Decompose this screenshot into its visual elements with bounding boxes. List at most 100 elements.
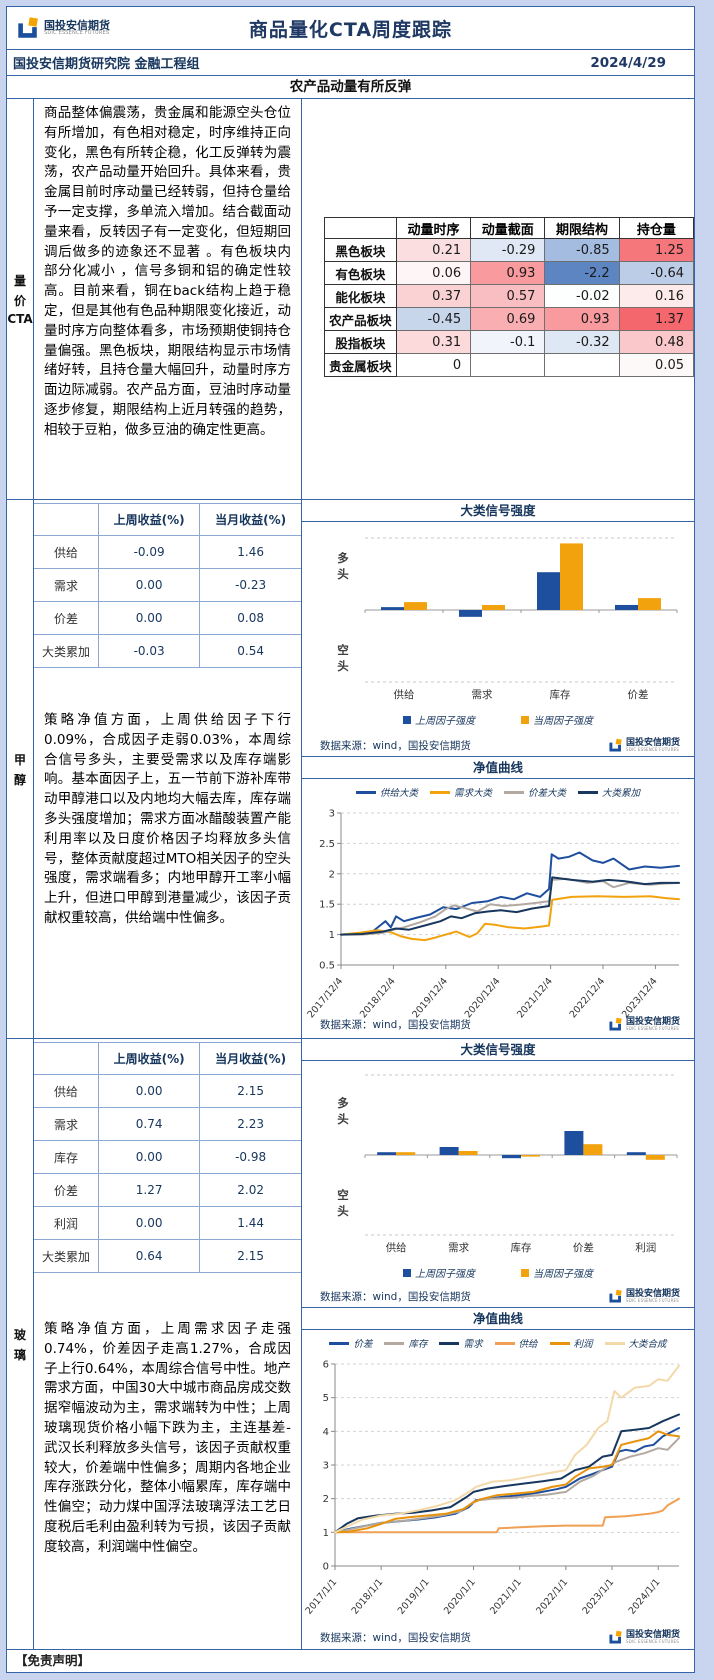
- glass-chart-cell: 大类信号强度 多头空头供给 需求 库存 价差 利润 上周因子强度 当周因子强度 数据来源：…: [302, 1039, 694, 1649]
- heat-table-row: 能化板块 0.37 0.57 -0.02 0.16: [324, 284, 694, 308]
- line-chart-canvas: 0.5 1 1.5 2 2.5 3 2017/12/4 2018/12/4 2019/12/4 2…: [302, 805, 694, 1019]
- svg-text:2021/12/4: 2021/12/4: [515, 976, 555, 1019]
- company-name-en: SDIC ESSENCE FUTURES: [625, 1026, 680, 1032]
- bar: [638, 598, 661, 610]
- svg-text:2023/12/4: 2023/12/4: [620, 976, 660, 1019]
- legend-item: 当周因子强度: [521, 1265, 593, 1280]
- heat-cell: -0.45: [395, 307, 472, 331]
- factor-value: 0.64: [97, 1239, 201, 1273]
- methanol-signal-strength-chart: 多头空头供给 需求 库存 价差 上周因子强度 当周因子强度 数据来源：wind，国投安信…: [302, 522, 694, 756]
- company-logo-text: 国投安信期货 SDIC ESSENCE FUTURES: [626, 1630, 680, 1645]
- factor-table-row: 需求 0.00 -0.23: [34, 568, 301, 602]
- legend-item: 当周因子强度: [521, 712, 593, 727]
- legend-label: 价差: [353, 1339, 373, 1350]
- svg-text:3: 3: [329, 809, 335, 820]
- series-line: [334, 1364, 680, 1534]
- bar: [439, 1147, 459, 1155]
- legend-swatch-icon: [403, 715, 411, 724]
- company-name-cn: 国投安信期货: [625, 1288, 680, 1299]
- company-logo-icon: [18, 17, 38, 38]
- factor-table-row: 价差 0.00 0.08: [34, 601, 301, 635]
- factor-label: 利润: [34, 1206, 99, 1240]
- heat-table-header: 动量截面: [470, 217, 546, 239]
- data-source-label: 数据来源：wind，国投安信期货: [320, 740, 471, 752]
- factor-label: 大类累加: [34, 634, 99, 668]
- series-line: [334, 1437, 680, 1534]
- svg-text:库存: 库存: [511, 1241, 532, 1254]
- factor-table-row: 供给 -0.09 1.46: [34, 535, 301, 569]
- section-label-char: CTA: [7, 312, 33, 326]
- factor-value: 0.08: [199, 601, 301, 635]
- svg-text:2023/1/1: 2023/1/1: [580, 1577, 616, 1617]
- heat-table: 动量时序 动量截面 期限结构 持仓量 黑色板块 0.21 -0.29 -0.85 1.25 有色板…: [324, 217, 694, 377]
- legend-line-icon: [604, 1341, 625, 1345]
- factor-value: 2.15: [199, 1074, 301, 1108]
- factor-label: 价差: [34, 1173, 99, 1207]
- factor-value: 0.00: [97, 1206, 201, 1240]
- heat-cell: -0.64: [618, 261, 694, 285]
- factor-label: 需求: [34, 568, 99, 602]
- bar: [377, 1152, 397, 1155]
- legend-item: 价差大类: [504, 785, 566, 799]
- heat-cell: 0.57: [470, 284, 546, 308]
- company-logo-icon: [609, 1289, 622, 1303]
- heat-cell: -2.2: [544, 261, 620, 285]
- legend-item: 上周因子强度: [403, 712, 475, 727]
- legend-line-icon: [355, 790, 376, 794]
- company-logo: 国投安信期货 SDIC ESSENCE FUTURES: [7, 16, 110, 40]
- bar-chart-canvas: 多头空头供给 需求 库存 价差: [302, 528, 694, 712]
- factor-table-header: [34, 503, 99, 536]
- sector-label: 黑色板块: [324, 238, 397, 262]
- factor-value: 0.00: [97, 568, 201, 602]
- factor-value: -0.98: [199, 1140, 301, 1174]
- company-logo-icon: [609, 1630, 622, 1644]
- svg-text:5: 5: [323, 1393, 329, 1404]
- svg-text:2021/1/1: 2021/1/1: [488, 1577, 524, 1617]
- svg-text:6: 6: [323, 1360, 329, 1371]
- company-logo-text: 国投安信期货 SDIC ESSENCE FUTURES: [625, 1017, 680, 1032]
- heat-cell: [470, 353, 546, 377]
- bar: [626, 1152, 646, 1155]
- svg-text:需求: 需求: [472, 689, 493, 701]
- sector-label: 贵金属板块: [324, 353, 397, 377]
- heat-cell: 0.06: [395, 261, 472, 285]
- factor-table-header: 上周收益(%): [97, 503, 201, 536]
- company-logo-icon: [609, 738, 622, 752]
- bar: [502, 1155, 521, 1159]
- sector-label: 股指板块: [324, 330, 397, 354]
- report-page: 国投安信期货 SDIC ESSENCE FUTURES 商品量化CTA周度跟踪 国…: [6, 6, 695, 1673]
- company-logo-text: 国投安信期货 SDIC ESSENCE FUTURES: [625, 1288, 680, 1304]
- quant-text-cell: 商品整体偏震荡，贵金属和能源空头仓位有所增加，有色相对稳定，时序维持正向变化，黑…: [34, 99, 302, 499]
- series-line: [340, 895, 680, 942]
- heat-table-header: 持仓量: [618, 217, 694, 239]
- svg-text:多: 多: [337, 551, 349, 565]
- heat-cell: 0.16: [618, 284, 694, 308]
- svg-text:0: 0: [323, 1562, 329, 1573]
- chart-legend: 上周因子强度 当周因子强度: [302, 712, 694, 727]
- company-name-en: SDIC ESSENCE FUTURES: [44, 30, 110, 37]
- factor-label: 价差: [34, 601, 99, 635]
- legend-item: 大类累加: [578, 785, 640, 799]
- report-header: 国投安信期货 SDIC ESSENCE FUTURES 商品量化CTA周度跟踪: [7, 7, 694, 50]
- company-logo: 国投安信期货 SDIC ESSENCE FUTURES: [608, 1630, 680, 1645]
- bar: [537, 572, 560, 610]
- svg-text:2018/1/1: 2018/1/1: [350, 1577, 386, 1617]
- legend-line-icon: [429, 790, 450, 794]
- factor-value: 2.02: [199, 1173, 301, 1207]
- factor-value: 1.44: [199, 1206, 301, 1240]
- heat-cell: 0.05: [618, 353, 694, 377]
- factor-table: 上周收益(%) 当月收益(%) 供给 0.00 2.15 需求 0.74 2.23 库存 0.00…: [34, 1042, 301, 1273]
- header-subrow: 国投安信期货研究院 金融工程组 2024/4/29: [7, 50, 694, 76]
- legend-swatch-icon: [403, 1268, 411, 1277]
- factor-value: 0.74: [97, 1107, 201, 1141]
- sector-label: 能化板块: [324, 284, 397, 308]
- series-line: [340, 877, 680, 936]
- legend-line-icon: [504, 790, 524, 794]
- report-subtitle: 农产品动量有所反弹: [7, 76, 694, 99]
- chart-title-signal-strength: 大类信号强度: [302, 500, 694, 522]
- svg-text:利润: 利润: [635, 1241, 656, 1254]
- svg-text:头: 头: [337, 1112, 349, 1126]
- section-label-char: 玻: [13, 1327, 26, 1342]
- factor-table-row: 利润 0.00 1.44: [34, 1206, 301, 1240]
